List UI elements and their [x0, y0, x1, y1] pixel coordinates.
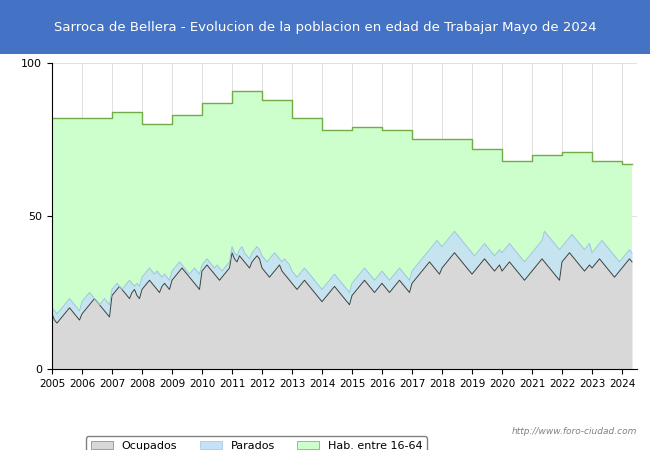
Text: Sarroca de Bellera - Evolucion de la poblacion en edad de Trabajar Mayo de 2024: Sarroca de Bellera - Evolucion de la pob… [54, 21, 596, 33]
Legend: Ocupados, Parados, Hab. entre 16-64: Ocupados, Parados, Hab. entre 16-64 [86, 436, 427, 450]
Text: http://www.foro-ciudad.com: http://www.foro-ciudad.com [512, 428, 637, 436]
